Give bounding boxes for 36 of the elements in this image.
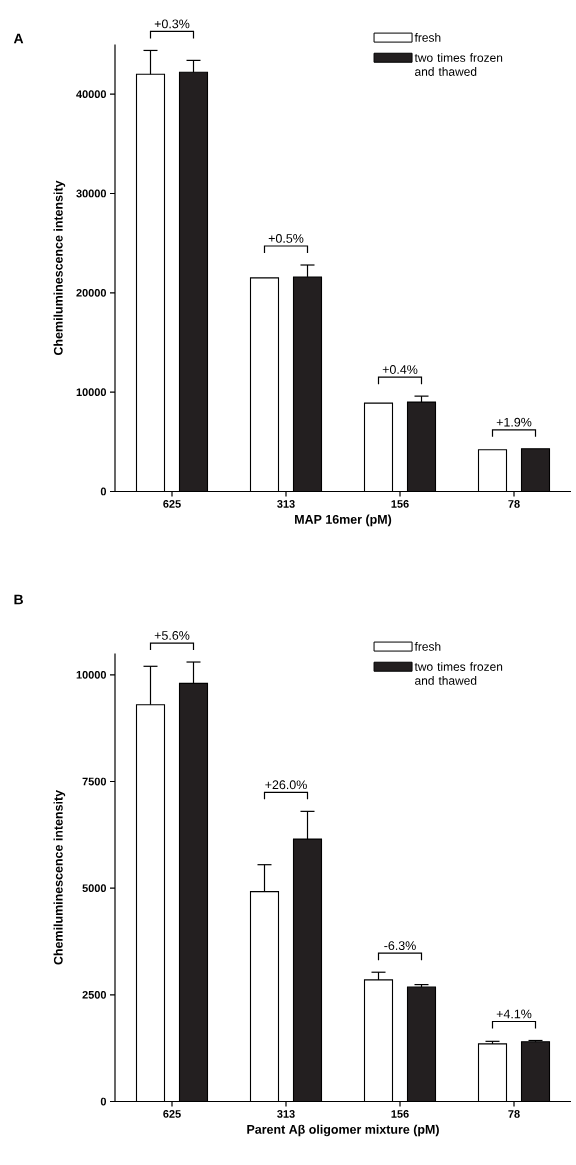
y-tick-label: 40000 (76, 90, 107, 99)
annotation: +0.4% (382, 365, 418, 374)
annotation: -6.3% (384, 941, 416, 951)
legend-label: fresh (414, 642, 441, 651)
annotation: +1.9% (496, 417, 532, 427)
x-axis-title: Parent Aβ oligomer mixture (pM) (247, 1124, 439, 1137)
y-tick-label: 10000 (76, 670, 107, 679)
annotation: +4.1% (496, 1009, 532, 1019)
x-tick-label: 625 (163, 1110, 181, 1118)
text: +0.3% (154, 19, 190, 29)
x-tick-label: 156 (391, 500, 409, 508)
x-tick-label: 78 (508, 500, 520, 508)
y-tick-label: 10000 (76, 388, 107, 397)
y-tick-label: 0 (100, 487, 107, 496)
legend-label: two times frozen and thawed (414, 53, 503, 76)
x-tick-label: 625 (163, 500, 181, 508)
x-tick-label: 156 (391, 1110, 409, 1118)
x-tick-label: 313 (277, 500, 295, 508)
chart-title: A (13, 33, 24, 44)
y-axis-title: Chemiluminescence intensity (53, 180, 66, 356)
y-axis-title: Chemiluminescence intensity (53, 790, 66, 965)
y-tick-label: 20000 (76, 288, 107, 297)
x-tick-label: 78 (508, 1110, 520, 1118)
legend-label: two times frozen and thawed (414, 662, 503, 685)
annotation: +0.5% (268, 234, 304, 243)
y-tick-label: 2500 (82, 990, 107, 999)
x-axis-title: MAP 16mer (pM) (295, 514, 392, 527)
y-tick-label: 5000 (82, 884, 107, 893)
y-tick-label: 0 (100, 1097, 107, 1106)
y-tick-label: 7500 (82, 777, 107, 786)
y-tick-label: 30000 (76, 189, 107, 198)
text: +5.6% (154, 631, 190, 640)
x-tick-label: 313 (277, 1110, 295, 1118)
annotation: +26.0% (265, 780, 307, 790)
chart-title: B (14, 594, 23, 605)
legend-label: fresh (414, 33, 441, 42)
